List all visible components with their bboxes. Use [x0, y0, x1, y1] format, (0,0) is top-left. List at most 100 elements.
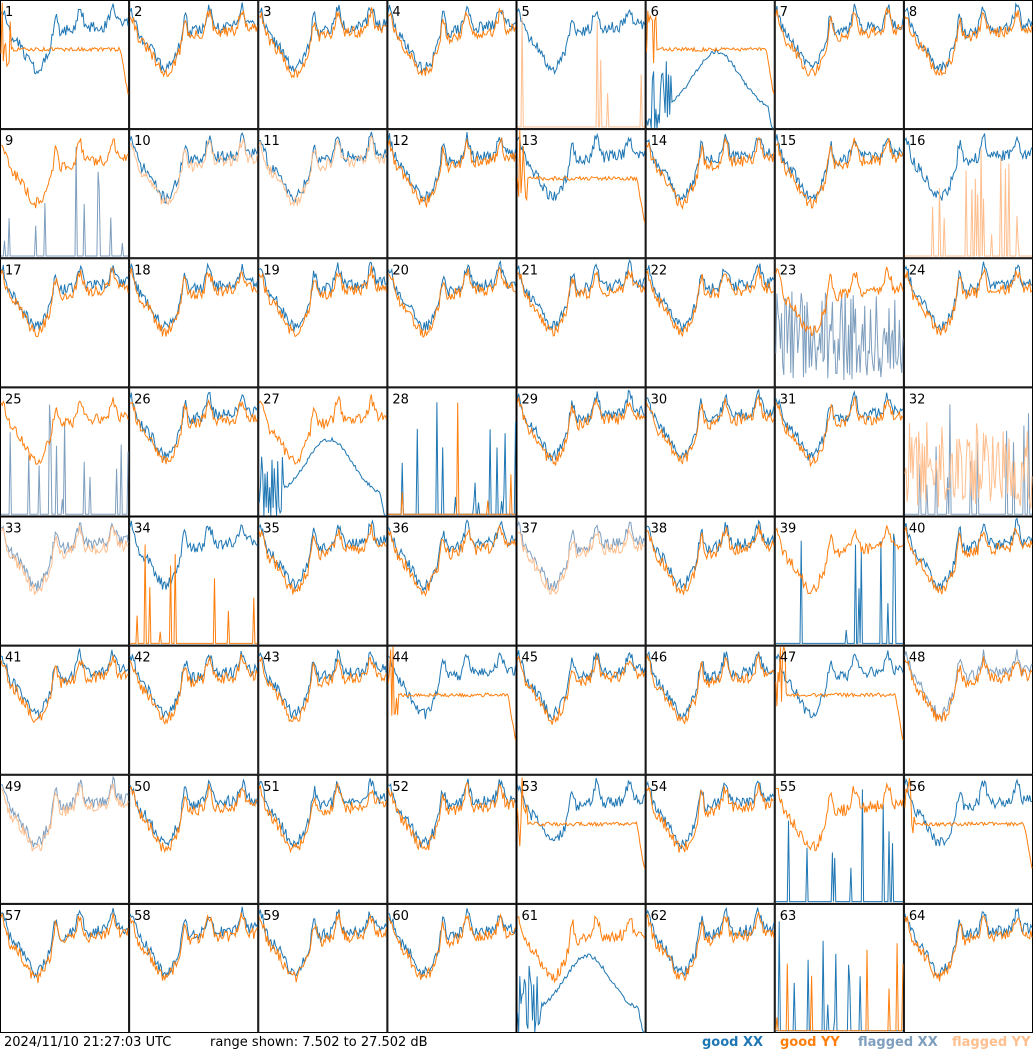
- series-yy-line: [775, 396, 904, 468]
- panel-3: 3: [258, 0, 388, 130]
- panel-1: 1: [0, 0, 130, 130]
- series-xx-line: [904, 261, 1033, 331]
- series-yy-line: [0, 397, 129, 465]
- panel-frame: [129, 903, 259, 1033]
- panel-label: 19: [263, 263, 280, 278]
- series-xx-line: [646, 388, 775, 459]
- panel-label: 59: [263, 909, 280, 924]
- series-xx-line: [387, 519, 516, 593]
- panel-26: 26: [129, 387, 259, 517]
- panel-frame: [129, 774, 259, 904]
- panel-20: 20: [387, 258, 517, 388]
- panel-frame: [516, 387, 646, 517]
- panel-frame: [645, 516, 775, 646]
- panel-15: 15: [774, 129, 904, 259]
- series-xx-line: [1, 146, 129, 257]
- series-xx-line: [0, 3, 129, 75]
- series-yy-line: [517, 269, 646, 337]
- panel-label: 30: [651, 392, 668, 407]
- panel-label: 20: [392, 263, 409, 278]
- panel-label: 42: [134, 651, 151, 666]
- panel-label: 49: [5, 780, 22, 795]
- panel-32: 32: [903, 387, 1033, 517]
- panel-36: 36: [387, 516, 517, 646]
- panel-frame: [258, 903, 388, 1033]
- panel-17: 17: [0, 258, 130, 388]
- series-xx-line: [517, 389, 645, 462]
- series-xx-line: [775, 291, 904, 381]
- panel-frame: [516, 516, 646, 646]
- legend-flagged-yy: flagged YY: [952, 1035, 1031, 1050]
- panel-46: 46: [645, 645, 775, 775]
- panel-61: 61: [516, 903, 646, 1033]
- series-xx-line: [775, 3, 904, 69]
- series-yy-line: [0, 913, 129, 983]
- series-yy-line: [646, 266, 775, 338]
- series-yy-line: [258, 135, 387, 207]
- panel-label: 13: [522, 134, 539, 149]
- panel-label: 34: [134, 522, 151, 537]
- panel-47: 47: [774, 645, 904, 775]
- series-xx-line: [775, 650, 904, 719]
- series-xx-line: [129, 2, 258, 74]
- series-yy-line: [775, 137, 904, 209]
- series-yy-line: [130, 544, 258, 644]
- panel-label: 10: [134, 134, 151, 149]
- panel-7: 7: [774, 0, 904, 130]
- panel-5: 5: [516, 0, 646, 130]
- panel-64: 64: [903, 903, 1033, 1033]
- panel-frame: [645, 129, 775, 259]
- panel-43: 43: [258, 645, 388, 775]
- panel-frame: [774, 0, 904, 130]
- panel-label: 27: [263, 392, 280, 407]
- series-yy-line: [0, 655, 129, 723]
- panel-label: 15: [780, 134, 797, 149]
- series-yy-line: [387, 646, 516, 741]
- series-yy-line: [517, 527, 645, 595]
- panel-label: 16: [909, 134, 926, 149]
- series-yy-line: [517, 777, 646, 869]
- series-xx-line: [387, 132, 516, 202]
- legend-good-xx: good XX: [702, 1035, 764, 1050]
- panel-label: 52: [392, 780, 409, 795]
- series-yy-line: [775, 525, 904, 595]
- panel-frame: [258, 0, 388, 130]
- panel-label: 46: [651, 651, 668, 666]
- range-text: range shown: 7.502 to 27.502 dB: [210, 1035, 428, 1050]
- series-xx-line: [387, 4, 516, 74]
- panel-frame: [258, 516, 388, 646]
- panel-frame: [0, 387, 130, 517]
- panel-label: 8: [909, 5, 917, 20]
- panel-44: 44: [387, 645, 517, 775]
- panel-frame: [645, 903, 775, 1033]
- panel-frame: [0, 258, 130, 388]
- panel-label: 58: [134, 909, 151, 924]
- panel-54: 54: [645, 774, 775, 904]
- panel-label: 12: [392, 134, 409, 149]
- panel-41: 41: [0, 645, 130, 775]
- panel-60: 60: [387, 903, 517, 1033]
- series-xx-line: [646, 49, 774, 129]
- series-yy-line: [904, 148, 1032, 257]
- panel-52: 52: [387, 774, 517, 904]
- panel-frame: [0, 129, 130, 259]
- panel-28: 28: [387, 387, 517, 517]
- series-xx-line: [129, 132, 258, 204]
- panel-frame: [516, 903, 646, 1033]
- panel-31: 31: [774, 387, 904, 517]
- series-yy-line: [646, 524, 775, 595]
- panel-label: 11: [263, 134, 280, 149]
- panel-label: 53: [522, 780, 539, 795]
- panel-label: 43: [263, 651, 280, 666]
- panel-label: 22: [651, 263, 668, 278]
- panel-label: 63: [780, 909, 797, 924]
- panel-62: 62: [645, 903, 775, 1033]
- series-xx-line: [387, 260, 516, 331]
- panel-label: 40: [909, 522, 926, 537]
- series-yy-line: [388, 402, 516, 515]
- series-yy-line: [387, 136, 516, 208]
- series-xx-line: [904, 649, 1033, 720]
- series-xx-line: [646, 263, 775, 332]
- panel-label: 5: [522, 5, 530, 20]
- series-xx-line: [388, 652, 516, 720]
